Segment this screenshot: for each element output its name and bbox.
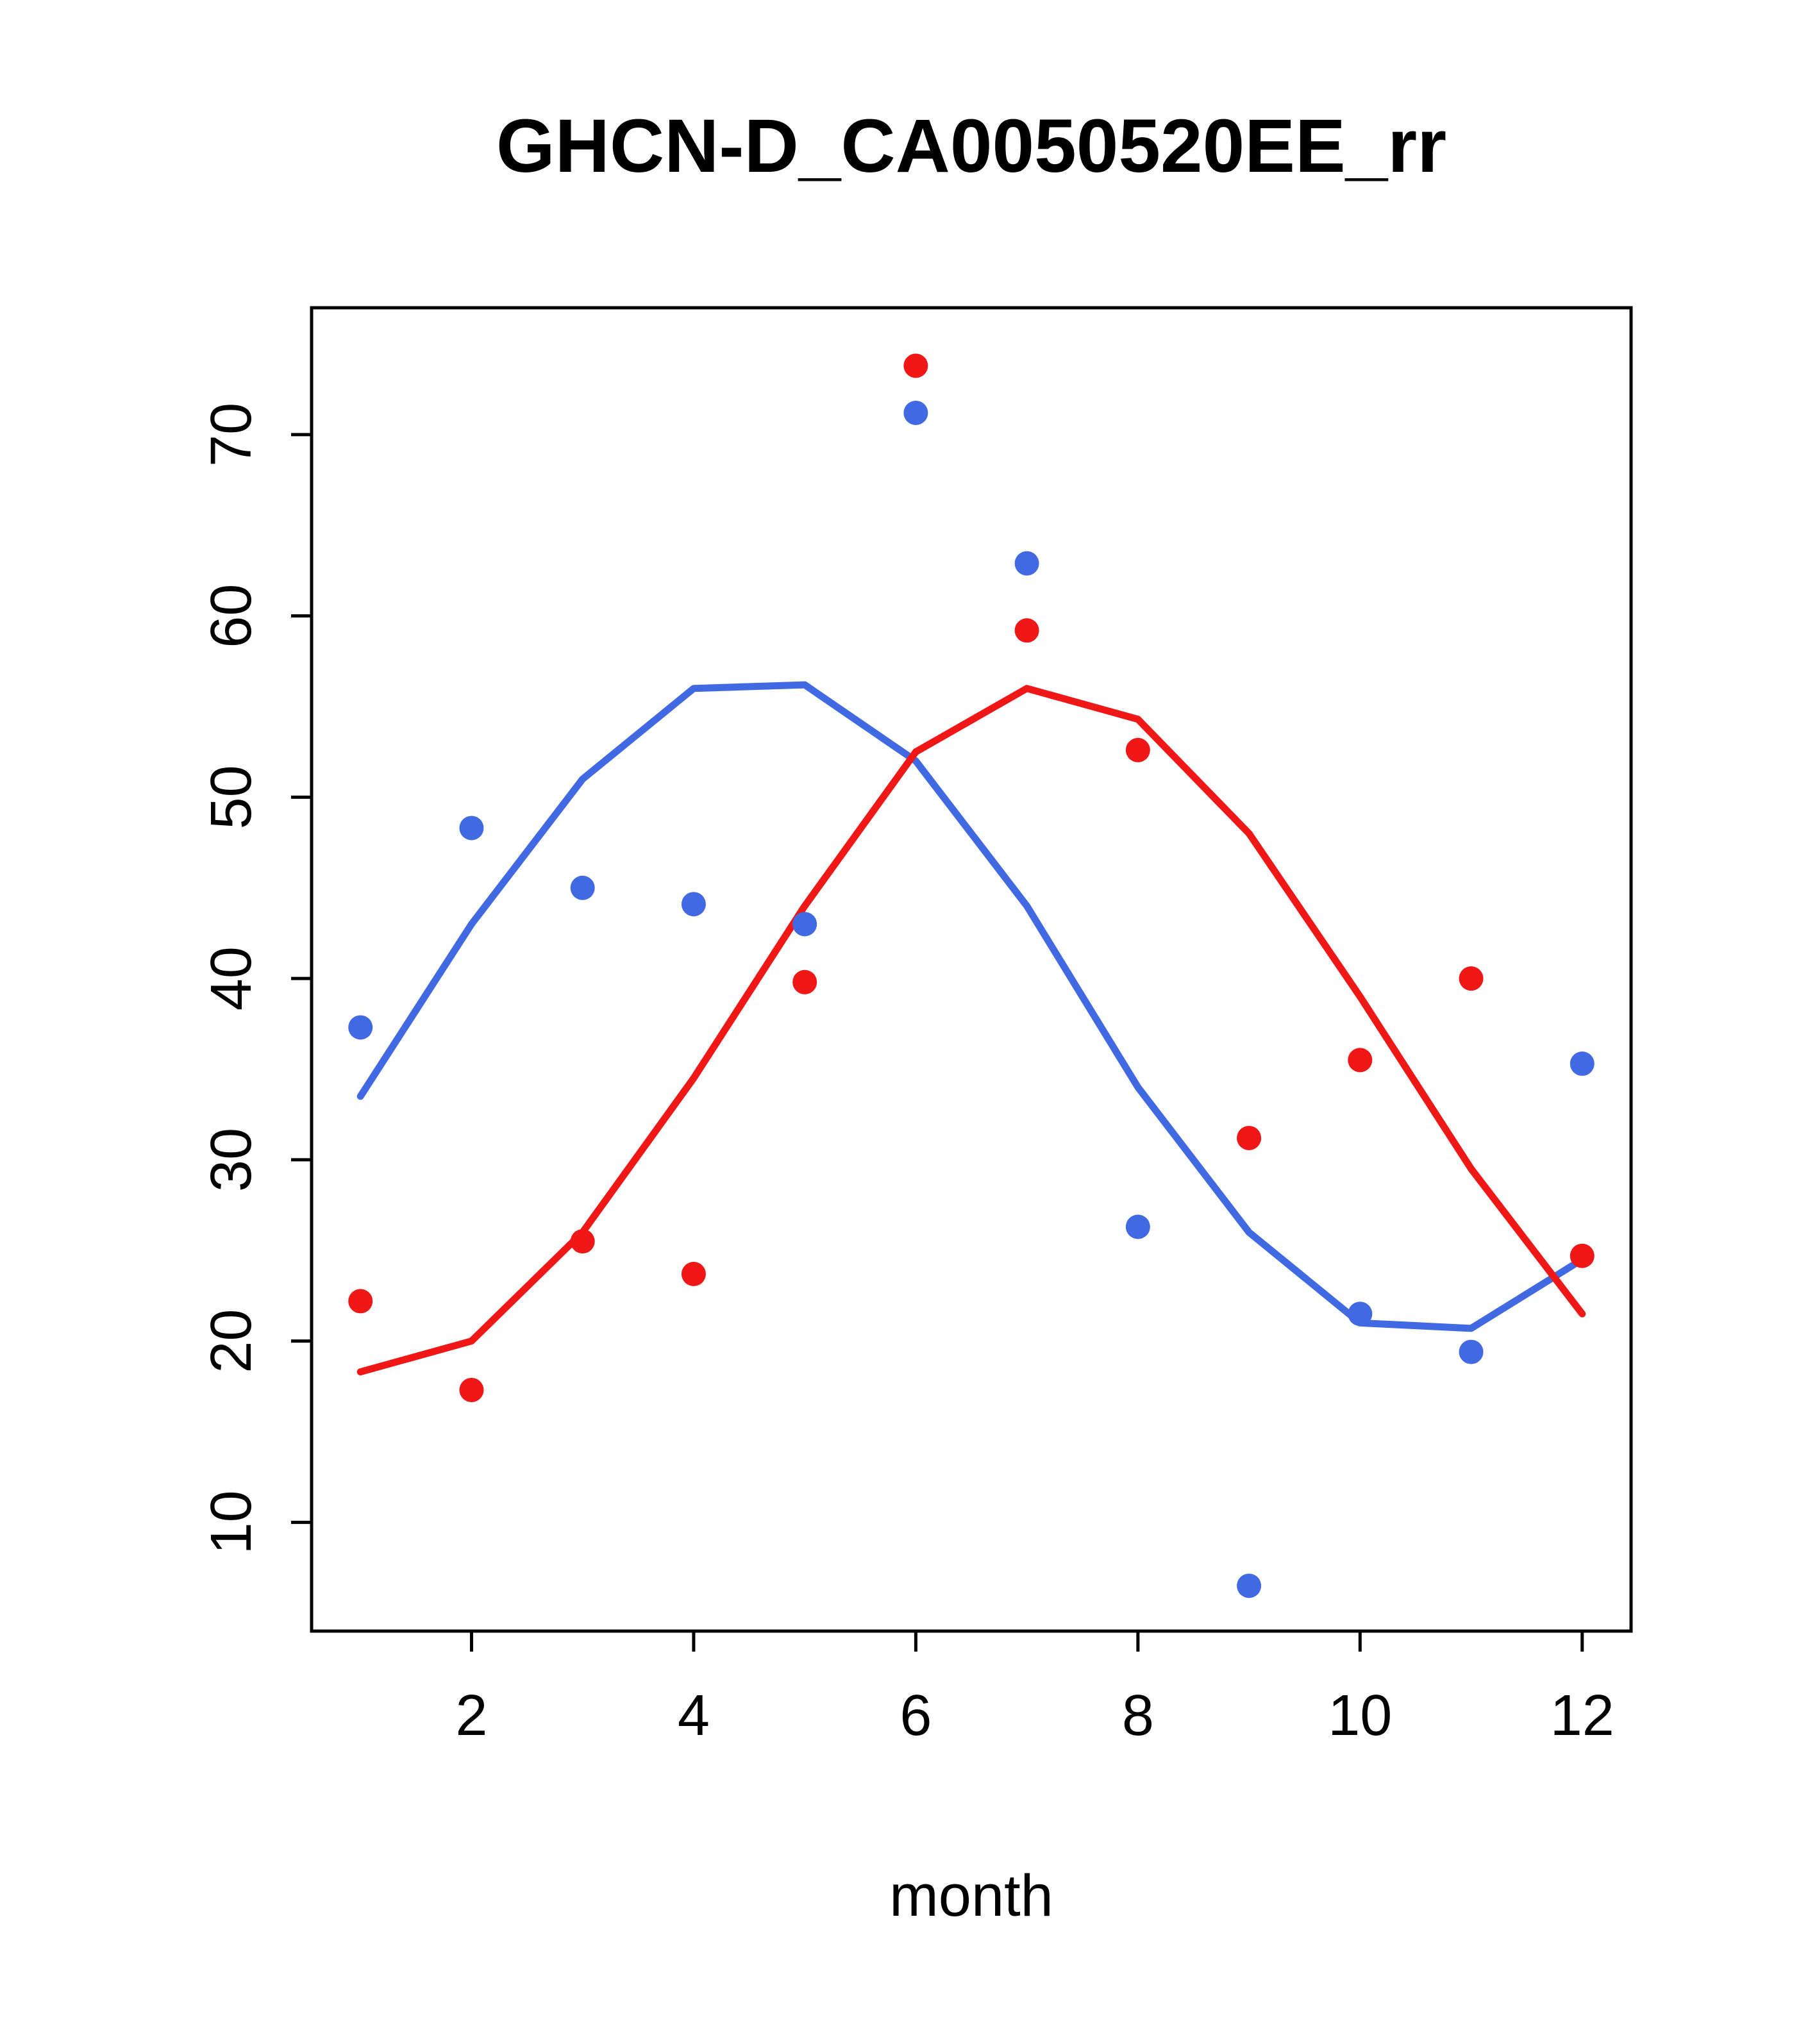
x-tick-label: 12 (1550, 1684, 1614, 1748)
blue-points-point (459, 816, 484, 841)
red-points-point (1125, 737, 1150, 762)
y-tick-label: 20 (199, 1309, 264, 1373)
blue-points-point (1348, 1302, 1373, 1327)
y-tick-label: 30 (199, 1128, 264, 1192)
blue-points-point (1459, 1339, 1484, 1364)
plot-box (310, 306, 1633, 1633)
red-points-point (1570, 1243, 1595, 1268)
blue-smooth-line (356, 681, 1586, 1332)
x-tick-label: 4 (678, 1684, 710, 1748)
red-points-point (1348, 1048, 1373, 1073)
y-tick-label: 50 (199, 765, 264, 829)
y-tick-label: 10 (199, 1490, 264, 1554)
x-tick-label: 2 (455, 1684, 487, 1748)
x-axis-title: month (889, 1863, 1053, 1929)
x-tick-label: 10 (1328, 1684, 1392, 1748)
blue-points-point (903, 400, 928, 425)
red-points-point (1237, 1125, 1262, 1150)
red-points-point (792, 969, 817, 994)
chart-title: GHCN-D_CA0050520EE_rr (496, 104, 1447, 188)
red-points-point (1459, 966, 1484, 991)
red-points-point (1014, 618, 1039, 643)
red-points-point (681, 1262, 706, 1287)
x-tick-label: 8 (1122, 1684, 1154, 1748)
blue-points-point (1014, 551, 1039, 576)
y-tick-label: 60 (199, 584, 264, 648)
blue-points-point (1570, 1051, 1595, 1076)
y-tick-label: 70 (199, 403, 264, 467)
red-points-point (348, 1289, 373, 1314)
x-tick-label: 6 (900, 1684, 932, 1748)
blue-points-point (681, 892, 706, 917)
red-points-point (570, 1229, 595, 1254)
y-tick-label: 40 (199, 946, 264, 1010)
blue-points-point (1125, 1214, 1150, 1239)
blue-points-point (1237, 1573, 1262, 1598)
blue-points-point (570, 875, 595, 900)
blue-points-point (348, 1015, 373, 1040)
blue-points-point (792, 912, 817, 937)
red-points-point (903, 353, 928, 378)
red-points-point (459, 1377, 484, 1402)
red-smooth-line (356, 685, 1586, 1376)
